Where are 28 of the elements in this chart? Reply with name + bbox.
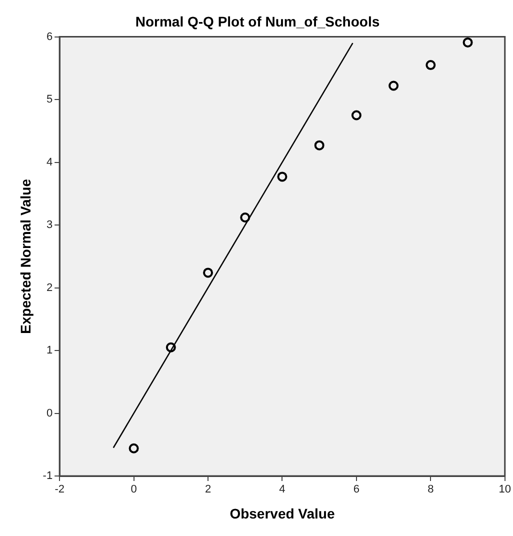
point (277, 172, 288, 182)
x-tick-label: 6 (353, 484, 360, 496)
x-tick-label: 0 (130, 484, 137, 496)
x-tick-label: 10 (498, 484, 512, 496)
y-tick-label: 2 (46, 282, 53, 294)
point (166, 342, 176, 352)
y-tick-label: 3 (46, 219, 53, 232)
y-tick-label: 6 (46, 30, 53, 43)
y-axis-title: Expected Normal Value (17, 178, 34, 334)
point (388, 80, 399, 91)
point (314, 140, 324, 150)
y-tick-label: 1 (46, 344, 53, 357)
x-tick-label: 8 (428, 484, 434, 496)
y-tick-label: -1 (42, 470, 53, 482)
point (203, 268, 214, 278)
point (240, 212, 250, 222)
y-tick-label: 0 (46, 407, 53, 420)
x-axis-title: Observed Value (230, 505, 335, 522)
x-tick-label: 2 (204, 484, 212, 496)
chart-title: Normal Q-Q Plot of Num_of_Schools (135, 13, 380, 30)
x-tick-label: -2 (54, 484, 64, 496)
point (351, 110, 362, 120)
point (462, 37, 473, 48)
y-tick-label: 4 (46, 156, 53, 168)
point (128, 443, 139, 454)
y-tick-label: 5 (46, 94, 53, 106)
x-tick-label: 4 (279, 484, 286, 496)
point (426, 60, 436, 70)
